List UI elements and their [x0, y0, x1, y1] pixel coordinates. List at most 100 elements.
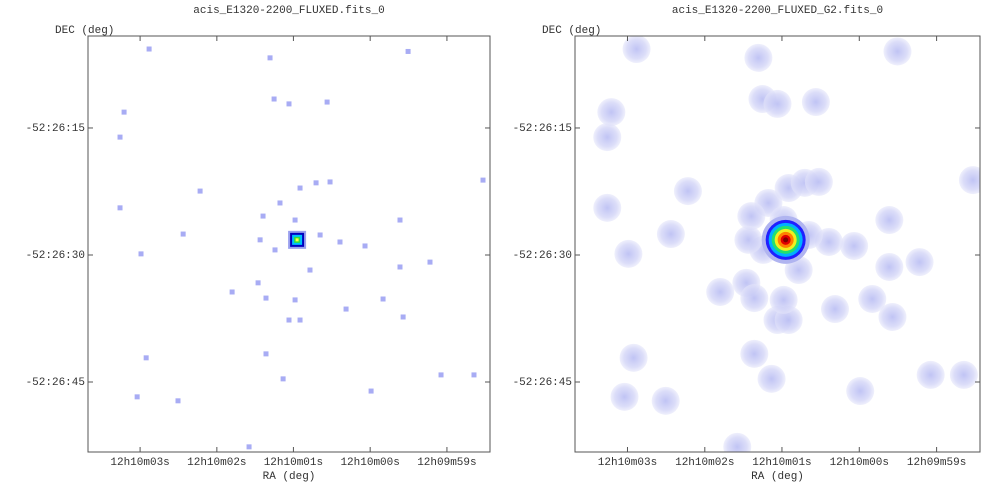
blob	[769, 285, 798, 314]
blob	[801, 88, 830, 117]
panel: acis_E1320-2200_FLUXED_G2.fits_0 DEC (deg…	[513, 5, 981, 483]
pixel	[480, 177, 486, 183]
blob	[593, 123, 622, 152]
pixel	[313, 180, 319, 186]
pixel	[438, 372, 444, 378]
pixel	[297, 317, 303, 323]
blob	[622, 36, 651, 64]
image-layer	[117, 46, 486, 450]
y-tick-label: -52:26:15	[26, 123, 85, 135]
pixel	[272, 247, 278, 253]
x-axis-label: RA (deg)	[263, 471, 316, 483]
pixel	[380, 296, 386, 302]
pixel	[134, 394, 140, 400]
pixel	[257, 237, 263, 243]
chart-title: acis_E1320-2200_FLUXED_G2.fits_0	[672, 5, 883, 17]
x-tick-label: 12h09m59s	[907, 457, 966, 469]
blob	[858, 284, 887, 313]
x-tick-label: 12h10m03s	[110, 457, 169, 469]
pixel	[368, 388, 374, 394]
blob	[763, 89, 792, 118]
pixel	[471, 372, 477, 378]
y-axis-label: DEC (deg)	[55, 25, 114, 37]
blob	[740, 339, 769, 368]
pixel	[337, 239, 343, 245]
x-axis-label: RA (deg)	[751, 471, 804, 483]
blob	[757, 364, 786, 393]
pixel	[297, 185, 303, 191]
blob	[656, 220, 685, 249]
blob	[593, 193, 622, 222]
pixel	[292, 217, 298, 223]
pixel	[427, 259, 433, 265]
pixel	[397, 217, 403, 223]
y-tick-label: -52:26:30	[513, 250, 572, 262]
blob	[651, 386, 680, 415]
y-tick-label: -52:26:45	[26, 377, 85, 389]
y-axis-label: DEC (deg)	[542, 25, 601, 37]
frame	[87, 35, 491, 453]
blob	[804, 167, 833, 196]
x-tick-label: 12h09m59s	[417, 457, 476, 469]
pixel	[343, 306, 349, 312]
blob	[737, 202, 766, 231]
blob	[744, 43, 773, 72]
blob	[883, 37, 912, 66]
pixel	[397, 264, 403, 270]
blob	[905, 248, 934, 277]
pixel	[138, 251, 144, 257]
pixel	[229, 289, 235, 295]
image-layer	[593, 36, 980, 452]
blob	[723, 432, 752, 452]
pixel	[197, 188, 203, 194]
blob	[878, 302, 907, 331]
pixel	[180, 231, 186, 237]
pixel	[117, 205, 123, 211]
pixel	[280, 376, 286, 382]
x-tick-label: 12h10m03s	[598, 457, 657, 469]
pixel	[327, 179, 333, 185]
blob	[740, 284, 769, 313]
x-tick-label: 12h10m01s	[752, 457, 811, 469]
pixel	[286, 317, 292, 323]
x-tick-label: 12h10m00s	[830, 457, 889, 469]
x-tick-label: 12h10m01s	[264, 457, 323, 469]
blob	[840, 231, 869, 260]
panel: acis_E1320-2200_FLUXED.fits_0 DEC (deg) RA…	[26, 5, 491, 483]
x-tick-label: 12h10m02s	[187, 457, 246, 469]
blob	[619, 343, 648, 372]
x-tick-label: 12h10m02s	[675, 457, 734, 469]
blob	[875, 252, 904, 281]
y-tick-label: -52:26:15	[513, 123, 572, 135]
pixel	[263, 351, 269, 357]
blob	[875, 206, 904, 235]
blob	[846, 377, 875, 406]
pixel	[317, 232, 323, 238]
pixel	[405, 48, 411, 54]
pixel	[400, 314, 406, 320]
pixel	[267, 55, 273, 61]
pixel	[121, 109, 127, 115]
pixel	[277, 200, 283, 206]
x-tick-label: 12h10m00s	[340, 457, 399, 469]
blob	[820, 295, 849, 324]
source-pixel	[295, 238, 299, 242]
pixel	[307, 267, 313, 273]
source-ring	[783, 237, 789, 243]
frame	[574, 35, 981, 453]
pixel	[246, 444, 252, 450]
y-tick-label: -52:26:30	[26, 250, 85, 262]
pixel	[146, 46, 152, 52]
blob	[610, 382, 639, 411]
pixel	[292, 297, 298, 303]
blob	[614, 239, 643, 268]
pixel	[324, 99, 330, 105]
y-tick-label: -52:26:45	[513, 377, 572, 389]
blob	[673, 177, 702, 206]
pixel	[143, 355, 149, 361]
blob	[734, 225, 763, 254]
pixel	[271, 96, 277, 102]
blob	[958, 166, 980, 195]
blob	[597, 98, 626, 127]
